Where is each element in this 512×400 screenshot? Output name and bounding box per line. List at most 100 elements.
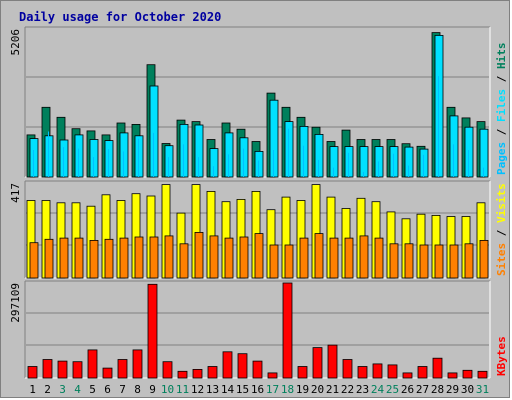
hits-ymax-label: 5206 xyxy=(9,29,22,56)
legend-kbytes: KBytes xyxy=(495,336,508,376)
legend-hits: Hits xyxy=(495,43,508,70)
kbytes-bar xyxy=(252,360,263,379)
sites-bar xyxy=(194,231,204,279)
day-label: 21 xyxy=(326,383,339,396)
day-label: 15 xyxy=(236,383,249,396)
pages-bar xyxy=(333,167,334,177)
sites-bar xyxy=(149,236,159,279)
kbytes-bar xyxy=(222,351,233,379)
pages-bar xyxy=(378,161,379,177)
sites-bar xyxy=(44,238,54,279)
pages-bar xyxy=(468,150,469,177)
kbytes-bar xyxy=(27,366,38,379)
day-labels: 1 2 3 4 5 6 7 8 9 10 11 12 13 14 15 16 17 18 19 20 21 22 23 24 2… xyxy=(29,383,489,396)
day-label: 4 xyxy=(74,383,81,396)
kbytes-bar xyxy=(72,361,83,379)
day-label: 25 xyxy=(386,383,399,396)
pages-bar xyxy=(438,76,439,177)
kbytes-bar xyxy=(42,359,53,379)
sites-bar xyxy=(419,244,429,279)
day-label: 27 xyxy=(416,383,429,396)
sites-bar xyxy=(359,235,369,279)
sites-bar xyxy=(224,237,234,279)
sites-bar xyxy=(389,243,399,279)
pages-bar xyxy=(108,149,109,177)
sites-bar xyxy=(344,237,354,279)
sites-bar xyxy=(59,237,69,279)
pages-bar xyxy=(348,152,349,177)
day-label: 11 xyxy=(176,383,189,396)
kbytes-bar xyxy=(282,282,293,379)
kbytes-bar xyxy=(372,363,383,379)
day-label: 28 xyxy=(431,383,444,396)
pages-bar xyxy=(63,147,64,177)
day-label: 7 xyxy=(119,383,126,396)
kbytes-bar xyxy=(417,366,428,379)
day-label: 26 xyxy=(401,383,414,396)
kbytes-bar xyxy=(237,353,248,379)
kbytes-bar xyxy=(327,344,338,379)
kbytes-bar xyxy=(357,366,368,379)
pages-bar xyxy=(288,128,289,177)
day-label: 1 xyxy=(29,383,36,396)
legend-sites: Sites xyxy=(495,243,508,276)
day-label: 23 xyxy=(356,383,369,396)
sites-bar xyxy=(449,244,459,279)
kbytes-bar xyxy=(87,349,98,379)
legend-pages: Pages xyxy=(495,142,508,175)
sites-bar xyxy=(434,244,444,279)
kbytes-bar xyxy=(462,369,473,379)
sites-bar xyxy=(464,243,474,279)
pages-bar xyxy=(213,166,214,177)
kbytes-bar xyxy=(297,366,308,379)
day-label: 5 xyxy=(89,383,96,396)
pages-bar xyxy=(93,157,94,177)
sites-bar xyxy=(74,237,84,279)
kbytes-bar xyxy=(402,372,413,379)
pages-bar xyxy=(243,148,244,177)
legend-files: Files xyxy=(495,89,508,122)
pages-bar xyxy=(168,157,169,177)
kbytes-bar xyxy=(57,360,68,379)
kbytes-bar xyxy=(162,361,173,379)
day-label: 9 xyxy=(149,383,156,396)
pages-bar xyxy=(423,154,424,177)
sites-bar xyxy=(479,239,489,279)
day-label: 20 xyxy=(311,383,324,396)
pages-bar xyxy=(363,171,364,177)
day-label: 13 xyxy=(206,383,219,396)
sites-bar xyxy=(119,237,129,279)
pages-bar xyxy=(393,153,394,177)
kbytes-bar xyxy=(147,283,158,379)
sites-bar xyxy=(329,237,339,279)
day-label: 31 xyxy=(476,383,489,396)
pages-bar xyxy=(258,160,259,177)
day-label: 19 xyxy=(296,383,309,396)
kbytes-bar xyxy=(342,359,353,379)
sites-bar xyxy=(269,244,279,279)
day-label: 10 xyxy=(161,383,174,396)
day-label: 16 xyxy=(251,383,264,396)
day-label: 8 xyxy=(134,383,141,396)
pages-bar xyxy=(153,132,154,177)
kbytes-bar xyxy=(177,370,188,379)
sites-bar xyxy=(134,236,144,279)
sites-bar xyxy=(239,236,249,279)
kbytes-bar xyxy=(447,372,458,379)
pages-bar xyxy=(198,157,199,177)
sites-bar xyxy=(254,233,264,279)
day-label: 30 xyxy=(461,383,474,396)
kbytes-bar xyxy=(117,359,128,379)
hits-legend: Pages / Files / Hits xyxy=(495,43,508,176)
pages-bar xyxy=(183,144,184,177)
sites-bar xyxy=(314,233,324,279)
sites-bar xyxy=(299,237,309,279)
legend-visits: Visits xyxy=(495,183,508,223)
pages-bar xyxy=(408,165,409,177)
day-label: 14 xyxy=(221,383,235,396)
pages-bar xyxy=(138,138,139,177)
sites-bar xyxy=(284,244,294,279)
pages-bar xyxy=(48,131,49,177)
day-label: 2 xyxy=(44,383,51,396)
